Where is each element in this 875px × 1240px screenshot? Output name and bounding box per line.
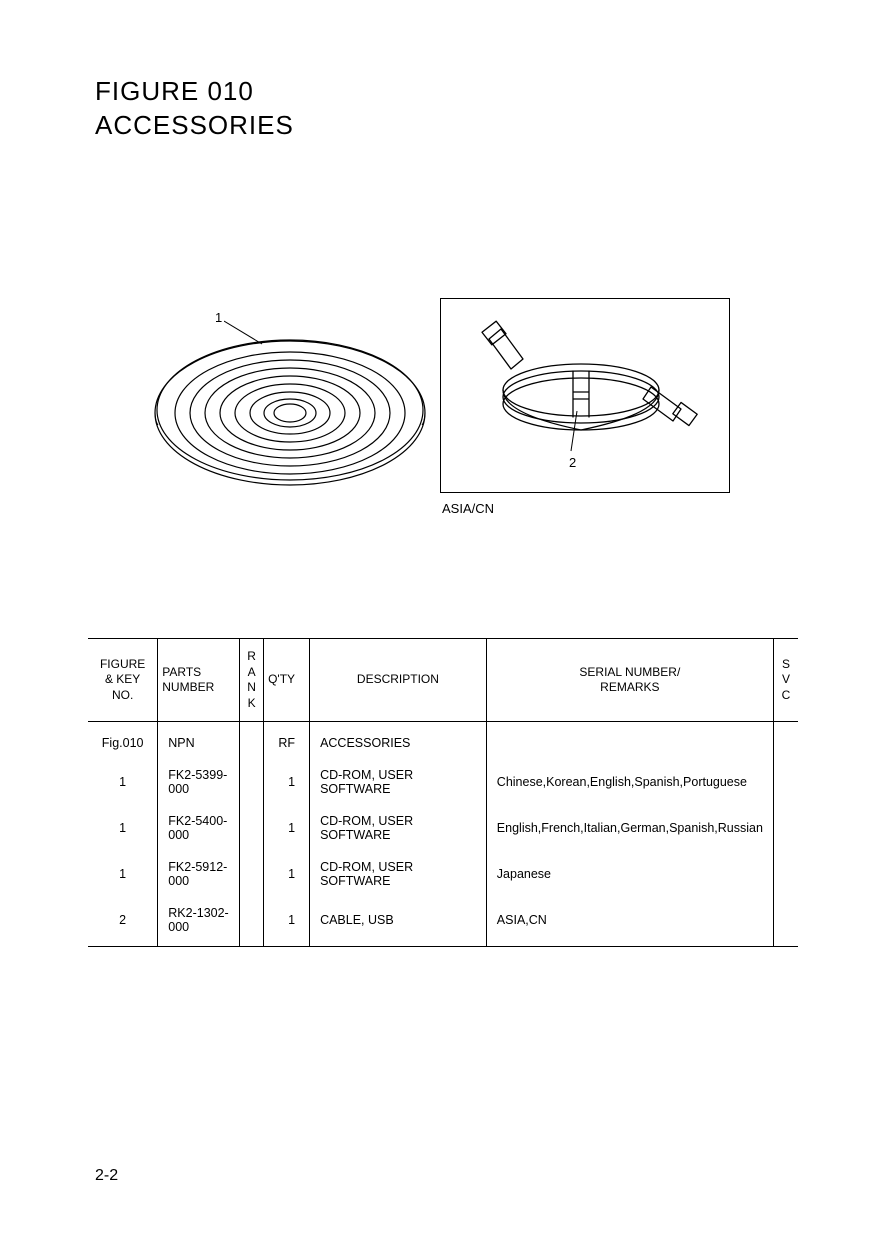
cd-leader-line [224,316,264,346]
cell-rank [240,722,264,760]
cell-svc [773,897,798,947]
cell-desc: CD-ROM, USER SOFTWARE [310,759,487,805]
cell-qty: 1 [264,805,310,851]
cell-fig: 2 [88,897,158,947]
cell-rank [240,759,264,805]
cell-desc: CD-ROM, USER SOFTWARE [310,851,487,897]
cell-desc: CD-ROM, USER SOFTWARE [310,805,487,851]
cell-qty: 1 [264,759,310,805]
cell-parts: NPN [158,722,240,760]
usb-leader-line [565,411,585,453]
cell-svc [773,851,798,897]
cell-parts: RK2-1302-000 [158,897,240,947]
header-qty: Q'TY [264,639,310,722]
cell-svc [773,805,798,851]
cell-qty: RF [264,722,310,760]
cd-rom-diagram: 1 [145,298,435,523]
cell-fig: 1 [88,851,158,897]
cell-remarks [486,722,773,760]
usb-box-frame: 2 [440,298,730,493]
page-number: 2-2 [95,1167,118,1185]
usb-cable-icon [441,299,727,490]
figure-area: 1 [95,298,790,558]
page-container: FIGURE 010 ACCESSORIES 1 [0,0,875,1240]
cell-remarks: ASIA,CN [486,897,773,947]
title-line-2: ACCESSORIES [95,109,790,143]
cell-parts: FK2-5400-000 [158,805,240,851]
figure-title: FIGURE 010 ACCESSORIES [95,75,790,143]
table-row: 1 FK2-5399-000 1 CD-ROM, USER SOFTWARE C… [88,759,798,805]
header-figure-key: FIGURE & KEY NO. [88,639,158,722]
table-row: 1 FK2-5912-000 1 CD-ROM, USER SOFTWARE J… [88,851,798,897]
header-remarks: SERIAL NUMBER/ REMARKS [486,639,773,722]
cd-key-label: 1 [215,310,222,325]
header-parts-number: PARTS NUMBER [158,639,240,722]
cell-fig: 1 [88,805,158,851]
cell-qty: 1 [264,851,310,897]
cell-parts: FK2-5912-000 [158,851,240,897]
cell-desc: CABLE, USB [310,897,487,947]
header-description: DESCRIPTION [310,639,487,722]
title-line-1: FIGURE 010 [95,75,790,109]
table-body: Fig.010 NPN RF ACCESSORIES 1 FK2-5399-00… [88,722,798,947]
usb-key-label: 2 [569,455,576,470]
usb-caption: ASIA/CN [442,501,730,516]
header-svc: S V C [773,639,798,722]
cell-rank [240,805,264,851]
cell-qty: 1 [264,897,310,947]
parts-table: FIGURE & KEY NO. PARTS NUMBER R A N K Q'… [88,638,798,947]
usb-cable-diagram: 2 ASIA/CN [440,298,730,516]
cell-parts: FK2-5399-000 [158,759,240,805]
table-row: 1 FK2-5400-000 1 CD-ROM, USER SOFTWARE E… [88,805,798,851]
cell-fig: Fig.010 [88,722,158,760]
cell-remarks: Chinese,Korean,English,Spanish,Portugues… [486,759,773,805]
cell-desc: ACCESSORIES [310,722,487,760]
cd-rom-icon [145,298,435,518]
cell-svc [773,759,798,805]
table-row: Fig.010 NPN RF ACCESSORIES [88,722,798,760]
table-row: 2 RK2-1302-000 1 CABLE, USB ASIA,CN [88,897,798,947]
cell-remarks: Japanese [486,851,773,897]
cell-svc [773,722,798,760]
table-header: FIGURE & KEY NO. PARTS NUMBER R A N K Q'… [88,639,798,722]
header-rank: R A N K [240,639,264,722]
cell-rank [240,897,264,947]
cell-rank [240,851,264,897]
cell-fig: 1 [88,759,158,805]
cell-remarks: English,French,Italian,German,Spanish,Ru… [486,805,773,851]
